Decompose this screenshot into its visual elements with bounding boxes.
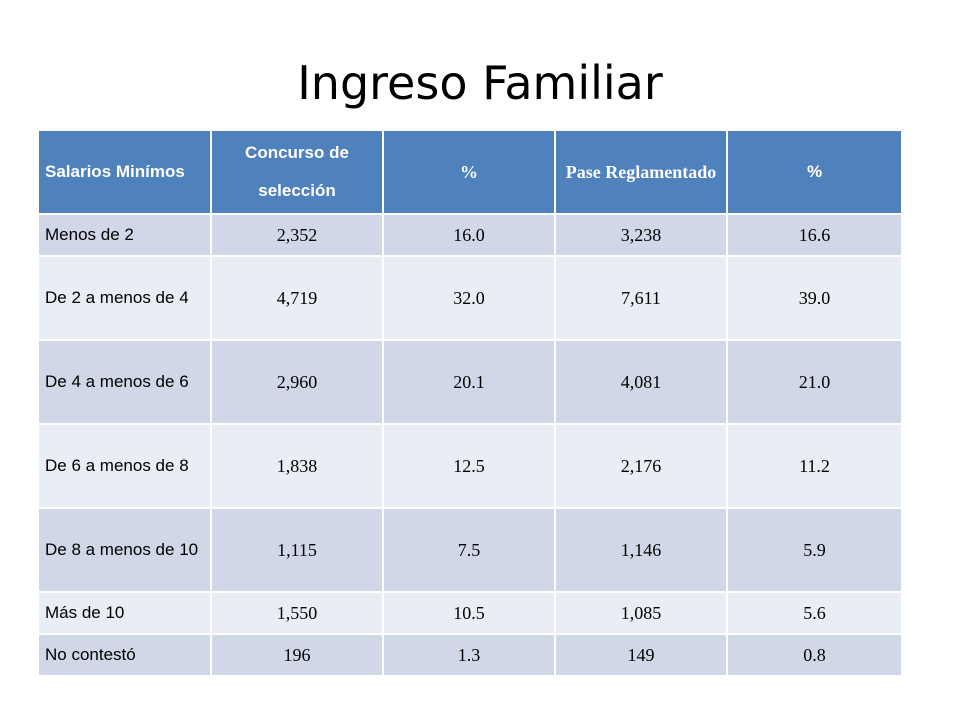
row-label: De 4 a menos de 6 bbox=[37, 339, 212, 425]
cell-concurso: 2,352 bbox=[210, 213, 384, 257]
cell-concurso: 4,719 bbox=[210, 255, 384, 341]
cell-concurso-percent: 12.5 bbox=[382, 423, 556, 509]
cell-concurso-percent: 20.1 bbox=[382, 339, 556, 425]
cell-pase: 1,146 bbox=[554, 507, 728, 593]
cell-pase-percent: 21.0 bbox=[726, 339, 903, 425]
cell-pase: 2,176 bbox=[554, 423, 728, 509]
header-percent-pase: % bbox=[726, 129, 903, 215]
cell-pase: 7,611 bbox=[554, 255, 728, 341]
cell-concurso: 1,115 bbox=[210, 507, 384, 593]
cell-concurso: 1,550 bbox=[210, 591, 384, 635]
table-row: De 2 a menos de 4 4,719 32.0 7,611 39.0 bbox=[37, 255, 903, 341]
cell-concurso: 1,838 bbox=[210, 423, 384, 509]
cell-pase: 149 bbox=[554, 633, 728, 677]
cell-concurso: 2,960 bbox=[210, 339, 384, 425]
cell-concurso: 196 bbox=[210, 633, 384, 677]
cell-concurso-percent: 1.3 bbox=[382, 633, 556, 677]
cell-pase-percent: 0.8 bbox=[726, 633, 903, 677]
table-row: De 4 a menos de 6 2,960 20.1 4,081 21.0 bbox=[37, 339, 903, 425]
table-row: De 8 a menos de 10 1,115 7.5 1,146 5.9 bbox=[37, 507, 903, 593]
table-row: No contestó 196 1.3 149 0.8 bbox=[37, 633, 903, 677]
cell-concurso-percent: 32.0 bbox=[382, 255, 556, 341]
header-percent-concurso: % bbox=[382, 129, 556, 215]
cell-pase: 1,085 bbox=[554, 591, 728, 635]
row-label: De 6 a menos de 8 bbox=[37, 423, 212, 509]
table-row: Menos de 2 2,352 16.0 3,238 16.6 bbox=[37, 213, 903, 257]
cell-pase-percent: 39.0 bbox=[726, 255, 903, 341]
cell-pase-percent: 5.9 bbox=[726, 507, 903, 593]
header-pase-reglamentado: Pase Reglamentado bbox=[554, 129, 728, 215]
table-header-row: Salarios Minímos Concurso de selección %… bbox=[37, 129, 903, 215]
cell-pase: 4,081 bbox=[554, 339, 728, 425]
cell-pase-percent: 11.2 bbox=[726, 423, 903, 509]
header-concurso-de-seleccion: Concurso de selección bbox=[210, 129, 384, 215]
income-table: Salarios Minímos Concurso de selección %… bbox=[37, 129, 903, 677]
cell-concurso-percent: 7.5 bbox=[382, 507, 556, 593]
row-label: De 8 a menos de 10 bbox=[37, 507, 212, 593]
cell-concurso-percent: 16.0 bbox=[382, 213, 556, 257]
row-label: No contestó bbox=[37, 633, 212, 677]
row-label: Menos de 2 bbox=[37, 213, 212, 257]
row-label: Más de 10 bbox=[37, 591, 212, 635]
cell-pase: 3,238 bbox=[554, 213, 728, 257]
slide-title: Ingreso Familiar bbox=[297, 56, 663, 110]
table-row: Más de 10 1,550 10.5 1,085 5.6 bbox=[37, 591, 903, 635]
cell-pase-percent: 5.6 bbox=[726, 591, 903, 635]
row-label: De 2 a menos de 4 bbox=[37, 255, 212, 341]
cell-pase-percent: 16.6 bbox=[726, 213, 903, 257]
table-row: De 6 a menos de 8 1,838 12.5 2,176 11.2 bbox=[37, 423, 903, 509]
header-salarios-minimos: Salarios Minímos bbox=[37, 129, 212, 215]
cell-concurso-percent: 10.5 bbox=[382, 591, 556, 635]
